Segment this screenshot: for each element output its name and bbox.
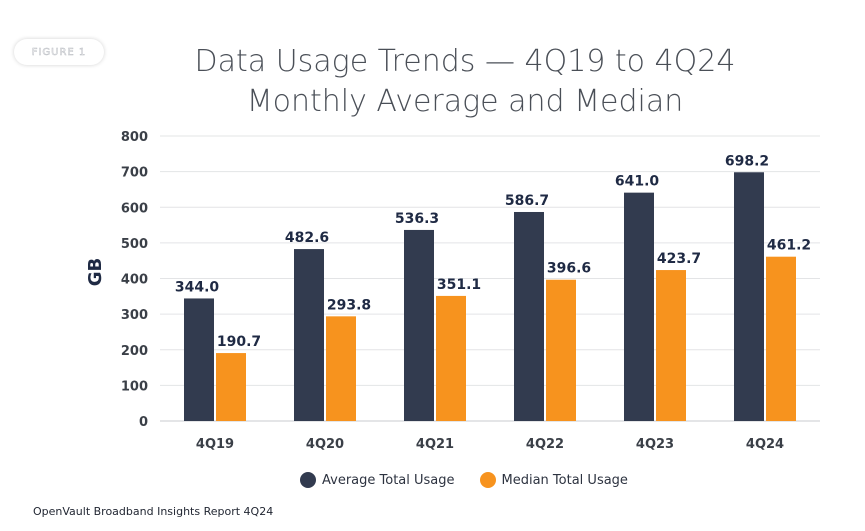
legend-label-average: Average Total Usage [322, 472, 455, 488]
chart-title-line-1: Data Usage Trends — 4Q19 to 4Q24 [194, 44, 736, 79]
x-tick-label: 4Q22 [526, 437, 564, 452]
legend-swatch-average [300, 472, 316, 488]
data-label-median-4q23: 423.7 [657, 251, 701, 267]
legend-swatch-median [479, 472, 496, 488]
y-tick-label: 300 [121, 308, 148, 323]
x-axis-ticks: 4Q19 4Q20 4Q21 4Q22 4Q23 4Q24 [196, 437, 784, 452]
gridlines [160, 135, 820, 422]
data-label-average-4q21: 536.3 [395, 211, 439, 227]
figure-badge: FIGURE 1 [14, 39, 104, 65]
x-tick-label: 4Q20 [306, 437, 344, 452]
y-tick-label: 600 [121, 201, 148, 216]
source-note: OpenVault Broadband Insights Report 4Q24 [33, 505, 274, 518]
data-label-average-4q20: 482.6 [285, 230, 329, 246]
data-label-average-4q19: 344.0 [175, 279, 220, 295]
data-label-median-4q22: 396.6 [547, 261, 591, 277]
y-tick-label: 800 [121, 130, 148, 145]
data-label-median-4q21: 351.1 [437, 277, 481, 293]
bar-average-4q23 [624, 192, 654, 421]
legend-item-average: Average Total Usage [300, 472, 455, 488]
x-tick-label: 4Q19 [196, 437, 234, 452]
bars [184, 172, 796, 421]
bar-average-4q21 [404, 229, 434, 421]
data-label-average-4q22: 586.7 [505, 193, 549, 209]
legend-item-median: Median Total Usage [479, 472, 628, 488]
y-tick-label: 500 [121, 237, 148, 252]
y-tick-label: 700 [121, 166, 148, 181]
y-axis-ticks: 0 100 200 300 400 500 600 700 800 [121, 130, 148, 430]
bar-average-4q22 [514, 211, 544, 421]
data-label-median-4q20: 293.8 [327, 297, 371, 313]
bar-average-4q19 [184, 298, 214, 421]
bar-median-4q20 [326, 316, 356, 421]
y-axis-label: GB [85, 258, 106, 287]
chart-title: Data Usage Trends — 4Q19 to 4Q24 Monthly… [160, 42, 770, 122]
bar-average-4q20 [294, 249, 324, 421]
data-label-average-4q24: 698.2 [725, 153, 769, 169]
data-label-median-4q24: 461.2 [767, 238, 811, 254]
y-tick-label: 400 [121, 273, 148, 288]
x-tick-label: 4Q24 [746, 437, 784, 452]
bar-average-4q24 [734, 172, 764, 421]
bar-median-4q24 [766, 256, 796, 421]
data-labels: 344.0 190.7 482.6 293.8 536.3 351.1 586.7 396.6… [175, 153, 811, 350]
chart-title-line-2: Monthly Average and Median [246, 84, 684, 119]
y-tick-label: 0 [139, 415, 148, 430]
bar-median-4q23 [656, 270, 686, 421]
bar-chart: 0 100 200 300 400 500 600 700 800 344.0 190.7 482.… [85, 130, 820, 452]
legend: Average Total Usage Median Total Usage [300, 472, 653, 488]
data-label-median-4q19: 190.7 [217, 334, 261, 350]
legend-label-median: Median Total Usage [501, 472, 628, 488]
data-label-average-4q23: 641.0 [615, 174, 660, 190]
y-tick-label: 100 [121, 379, 148, 394]
bar-median-4q22 [546, 279, 576, 421]
bar-median-4q19 [216, 353, 246, 421]
x-tick-label: 4Q21 [416, 437, 454, 452]
y-tick-label: 200 [121, 344, 148, 359]
x-tick-label: 4Q23 [636, 437, 674, 452]
bar-median-4q21 [436, 295, 466, 421]
